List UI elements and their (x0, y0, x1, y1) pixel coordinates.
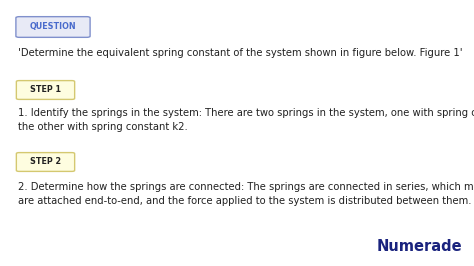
Text: are attached end-to-end, and the force applied to the system is distributed betw: are attached end-to-end, and the force a… (18, 196, 472, 206)
Text: QUESTION: QUESTION (30, 23, 76, 31)
Text: STEP 1: STEP 1 (30, 85, 61, 94)
FancyBboxPatch shape (16, 81, 74, 99)
Text: STEP 2: STEP 2 (30, 157, 61, 167)
Text: the other with spring constant k2.: the other with spring constant k2. (18, 122, 188, 132)
Text: 'Determine the equivalent spring constant of the system shown in figure below. F: 'Determine the equivalent spring constan… (18, 48, 463, 58)
Text: 1. Identify the springs in the system: There are two springs in the system, one : 1. Identify the springs in the system: T… (18, 108, 474, 118)
FancyBboxPatch shape (16, 17, 90, 37)
Text: Numerade: Numerade (376, 239, 462, 254)
FancyBboxPatch shape (16, 153, 74, 171)
Text: 2. Determine how the springs are connected: The springs are connected in series,: 2. Determine how the springs are connect… (18, 182, 474, 192)
